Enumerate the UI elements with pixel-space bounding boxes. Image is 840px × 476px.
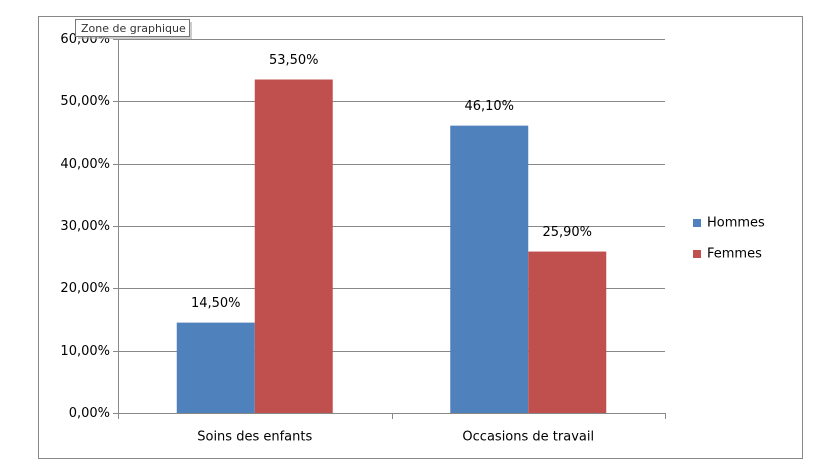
value-label: 46,10%: [464, 99, 514, 114]
bar: [176, 322, 255, 413]
y-tick-label: 0,00%: [69, 406, 110, 421]
bar: [450, 125, 529, 413]
y-tick-label: 20,00%: [60, 281, 110, 296]
x-tick-label: Occasions de travail: [462, 430, 594, 445]
y-tick-label: 50,00%: [60, 94, 110, 109]
bar: [528, 251, 607, 413]
legend-label: Femmes: [707, 247, 762, 262]
y-tick-label: 40,00%: [60, 157, 110, 172]
value-label: 25,90%: [542, 225, 592, 240]
value-label: 53,50%: [269, 53, 319, 68]
tooltip: Zone de graphique: [75, 19, 192, 39]
value-label: 14,50%: [191, 296, 241, 311]
legend-swatch: [693, 219, 701, 227]
legend-label: Hommes: [707, 216, 765, 231]
tooltip-text: Zone de graphique: [81, 22, 186, 35]
chart-frame: [38, 16, 803, 459]
bar: [254, 79, 333, 414]
x-tick-label: Soins des enfants: [197, 430, 312, 445]
legend-swatch: [693, 250, 701, 258]
y-tick-label: 10,00%: [60, 344, 110, 359]
y-tick-label: 30,00%: [60, 219, 110, 234]
